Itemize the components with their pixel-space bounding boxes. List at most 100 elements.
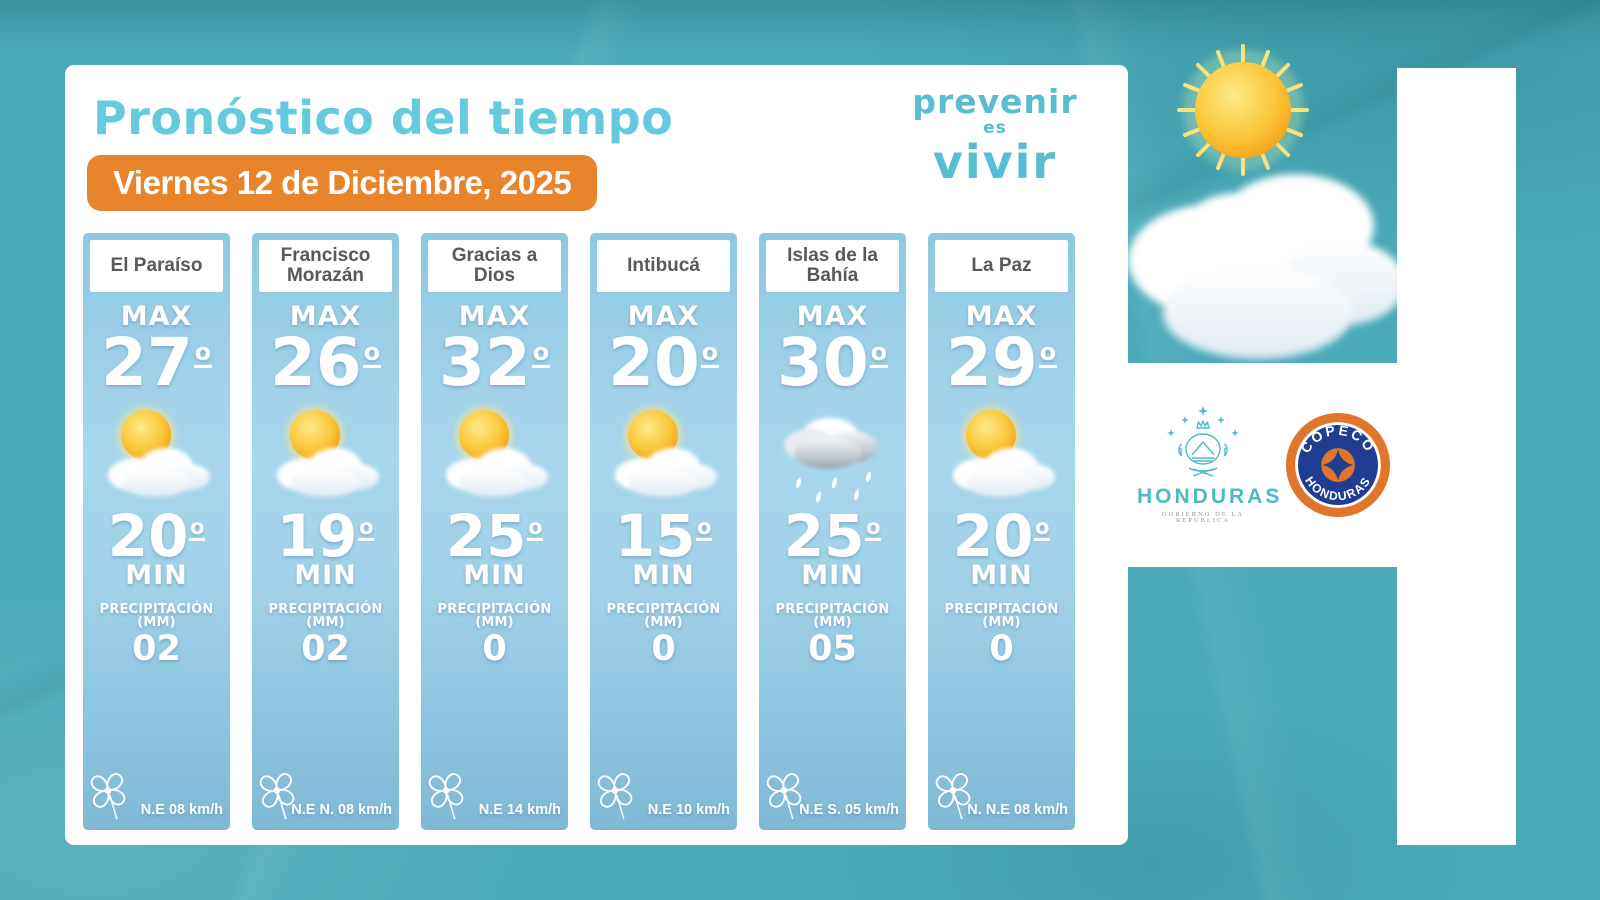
wind-direction-speed: N.E S. 05 km/h: [799, 802, 899, 818]
wind-row: N.E S. 05 km/h: [759, 772, 906, 824]
max-temperature: 30o: [777, 324, 888, 401]
max-temperature: 32o: [439, 324, 550, 401]
forecast-columns: El Paraíso MAX 27o: [83, 233, 1113, 833]
precipitation-label: PRECIPITACIÓN (MM): [606, 601, 721, 630]
pinwheel-icon: [90, 773, 126, 820]
cloud: [1128, 174, 1405, 359]
weather-icon-box: [928, 397, 1075, 509]
prevenir-es-vivir-logo: prevenir es vivir: [910, 85, 1080, 185]
department-name-box: El Paraíso: [90, 240, 223, 292]
forecast-column: El Paraíso MAX 27o: [83, 233, 230, 830]
degree-symbol: o: [865, 514, 882, 541]
honduras-logo-text: HONDURAS: [1137, 484, 1283, 508]
page-title: Pronóstico del tiempo: [93, 91, 674, 145]
weather-icon-box: [83, 397, 230, 509]
precipitation-label: PRECIPITACIÓN (MM): [268, 601, 383, 630]
precipitation-label: PRECIPITACIÓN (MM): [775, 601, 890, 630]
slogan-line-1: prevenir: [912, 82, 1078, 121]
precipitation-value: 0: [482, 628, 507, 669]
wind-direction-speed: N.E N. 08 km/h: [291, 802, 392, 818]
forecast-column: La Paz MAX 29o: [928, 233, 1075, 830]
wind-row: N.E N. 08 km/h: [252, 772, 399, 824]
department-name-box: Gracias a Dios: [428, 240, 561, 292]
pinwheel-icon: [259, 773, 295, 820]
max-label: MAX: [120, 301, 193, 332]
wind-direction-speed: N.E 14 km/h: [478, 802, 561, 818]
pinwheel-icon: [935, 773, 971, 820]
date-banner-text: Viernes 12 de Diciembre, 2025: [113, 164, 572, 201]
sun-cloud-icon: [952, 404, 1055, 497]
degree-symbol: o: [869, 338, 888, 368]
min-temperature: 19o: [276, 501, 375, 570]
department-name: Islas de la Bahía: [787, 245, 878, 286]
wind-row: N. N.E 08 km/h: [928, 772, 1075, 824]
forecast-column: Gracias a Dios MAX 32o: [421, 233, 568, 830]
degree-symbol: o: [193, 338, 212, 368]
weather-icon-box: [590, 397, 737, 509]
max-temperature: 27o: [101, 324, 212, 401]
department-name: Gracias a Dios: [451, 245, 538, 286]
forecast-column: Francisco Morazán MAX 26o: [252, 233, 399, 830]
pinwheel-icon: [766, 773, 802, 820]
precipitation-value: 0: [651, 628, 676, 669]
pinwheel-icon: [597, 773, 633, 820]
degree-symbol: o: [1038, 338, 1057, 368]
degree-symbol: o: [358, 514, 375, 541]
precipitation-value: 02: [132, 628, 181, 669]
right-white-bar: [1397, 68, 1516, 845]
degree-symbol: o: [696, 514, 713, 541]
pinwheel-icon: [428, 773, 464, 820]
max-label: MAX: [965, 301, 1038, 332]
department-name: La Paz: [971, 255, 1032, 277]
degree-symbol: o: [362, 338, 381, 368]
department-name-box: La Paz: [935, 240, 1068, 292]
max-label: MAX: [627, 301, 700, 332]
max-temperature: 29o: [946, 324, 1057, 401]
honduras-logo-subtitle: GOBIERNO DE LA REPÚBLICA: [1161, 510, 1245, 524]
wind-row: N.E 10 km/h: [590, 772, 737, 824]
department-name-box: Islas de la Bahía: [766, 240, 899, 292]
weather-icon-box: [759, 397, 906, 509]
department-name: El Paraíso: [110, 255, 203, 277]
max-temperature: 20o: [608, 324, 719, 401]
max-temperature: 26o: [270, 324, 381, 401]
min-label: MIN: [294, 559, 357, 591]
wind-direction-speed: N. N.E 08 km/h: [967, 802, 1068, 818]
weather-icon-box: [252, 397, 399, 509]
forecast-column: Islas de la Bahía MAX 30o: [759, 233, 906, 830]
sun-icon: [1177, 44, 1309, 176]
sun-cloud-icon: [107, 404, 210, 497]
min-label: MIN: [125, 559, 188, 591]
department-name: Intibucá: [627, 255, 700, 277]
sun-cloud-icon: [614, 404, 717, 497]
rain-cloud-icon: [783, 417, 878, 503]
forecast-column: Intibucá MAX 20o: [590, 233, 737, 830]
logos-panel: HONDURAS GOBIERNO DE LA REPÚBLICA COPECO…: [1128, 363, 1400, 567]
department-name-box: Intibucá: [597, 240, 730, 292]
sun-cloud-icon: [276, 404, 379, 497]
min-temperature: 25o: [445, 501, 544, 570]
copeco-logo: COPECO HONDURAS: [1285, 412, 1391, 518]
forecast-card: Pronóstico del tiempo Viernes 12 de Dici…: [65, 65, 1128, 845]
min-temperature: 20o: [107, 501, 206, 570]
wind-direction-speed: N.E 10 km/h: [647, 802, 730, 818]
min-label: MIN: [632, 559, 695, 591]
min-label: MIN: [970, 559, 1033, 591]
honduras-government-logo: HONDURAS GOBIERNO DE LA REPÚBLICA: [1137, 405, 1283, 525]
min-temperature: 15o: [614, 501, 713, 570]
degree-symbol: o: [527, 514, 544, 541]
precipitation-value: 05: [808, 628, 857, 669]
degree-symbol: o: [700, 338, 719, 368]
precipitation-label: PRECIPITACIÓN (MM): [437, 601, 552, 630]
slogan-line-3: vivir: [932, 135, 1058, 189]
min-label: MIN: [801, 559, 864, 591]
precipitation-label: PRECIPITACIÓN (MM): [99, 601, 214, 630]
weather-icon-box: [421, 397, 568, 509]
wind-row: N.E 14 km/h: [421, 772, 568, 824]
honduras-coat-of-arms-icon: [1167, 405, 1239, 477]
degree-symbol: o: [189, 514, 206, 541]
precipitation-label: PRECIPITACIÓN (MM): [944, 601, 1059, 630]
wind-row: N.E 08 km/h: [83, 772, 230, 824]
degree-symbol: o: [531, 338, 550, 368]
